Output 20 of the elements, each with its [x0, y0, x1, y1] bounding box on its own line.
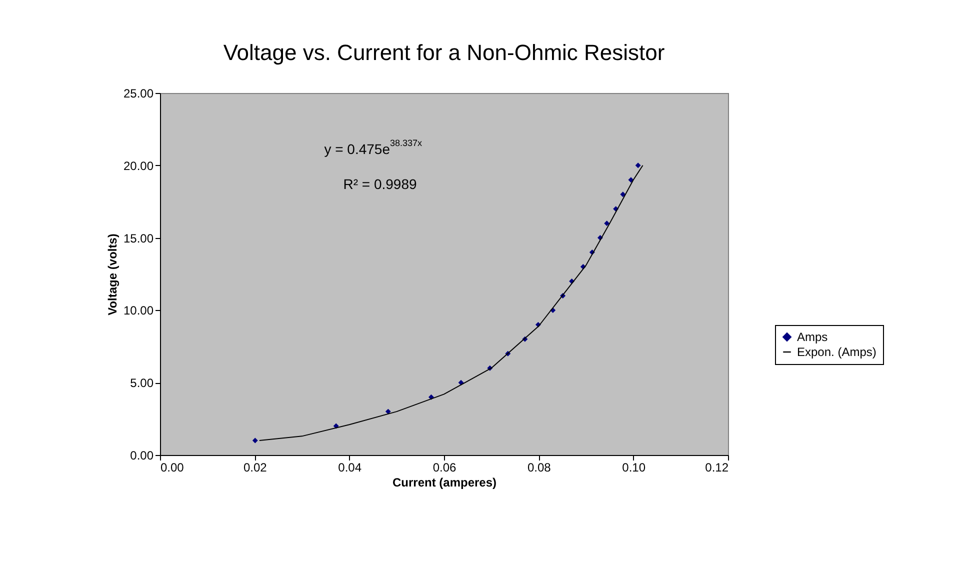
y-tick-label: 5.00 [130, 376, 154, 390]
legend-label: Amps [797, 330, 828, 344]
y-tick-label: 25.00 [123, 86, 154, 100]
x-tick-label: 0.02 [243, 460, 268, 474]
y-tick-label: 0.00 [130, 448, 154, 462]
annotation: R² = 0.9989 [343, 176, 417, 192]
y-tick-label: 15.00 [123, 231, 154, 246]
x-tick-label: 0.10 [622, 460, 646, 474]
line-series [258, 164, 644, 442]
y-axis-title: Voltage (volts) [105, 234, 120, 316]
y-tick-label: 20.00 [123, 158, 154, 173]
chart-title: Voltage vs. Current for a Non-Ohmic Resistor [223, 40, 665, 65]
y-tick-label: 10.00 [123, 304, 154, 318]
x-tick-label: 0.06 [432, 460, 456, 474]
legend-label: Expon. (Amps) [797, 345, 876, 359]
x-tick-label: 0.08 [527, 460, 552, 474]
x-axis-title: Current (amperes) [392, 476, 497, 490]
x-tick-label: 0.00 [160, 460, 184, 474]
x-tick-label: 0.04 [338, 460, 362, 474]
x-tick-label: 0.12 [705, 460, 729, 474]
